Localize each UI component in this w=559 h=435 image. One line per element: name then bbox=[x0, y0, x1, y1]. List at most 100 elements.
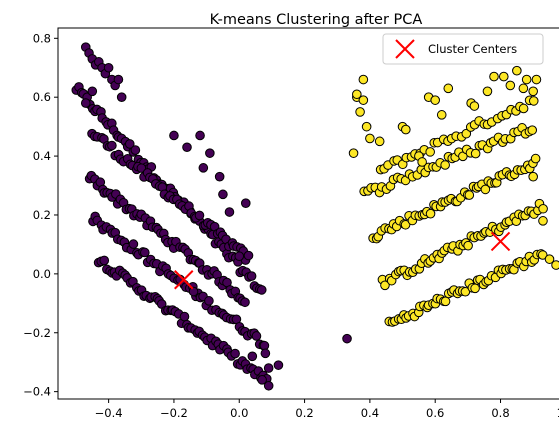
y-axis-ticks: −0.4 −0.2 0.0 0.2 0.4 0.6 0.8 bbox=[23, 31, 58, 399]
scatter-points bbox=[71, 42, 559, 391]
y-tick-label: 0.6 bbox=[33, 90, 51, 104]
data-point-cluster-0 bbox=[103, 62, 114, 73]
data-point-cluster-0 bbox=[179, 311, 190, 322]
data-point-cluster-1 bbox=[470, 283, 480, 294]
data-point-cluster-1 bbox=[498, 71, 509, 82]
data-point-cluster-1 bbox=[358, 95, 369, 105]
data-point-cluster-1 bbox=[365, 133, 375, 144]
data-point-cluster-1 bbox=[530, 153, 541, 164]
data-point-cluster-0 bbox=[182, 142, 192, 153]
plot-frame bbox=[57, 27, 559, 400]
y-tick-label: 0.4 bbox=[33, 149, 51, 163]
data-point-cluster-0 bbox=[99, 255, 110, 266]
data-point-cluster-1 bbox=[551, 260, 559, 270]
data-point-cluster-0 bbox=[194, 210, 205, 221]
data-point-cluster-0 bbox=[124, 139, 135, 149]
data-point-cluster-0 bbox=[107, 140, 117, 151]
cluster-centers bbox=[174, 231, 511, 290]
data-point-cluster-1 bbox=[505, 80, 516, 91]
data-point-cluster-1 bbox=[482, 86, 493, 97]
data-point-cluster-0 bbox=[251, 331, 262, 341]
data-point-cluster-1 bbox=[528, 86, 538, 97]
data-point-cluster-0 bbox=[260, 348, 271, 359]
data-point-cluster-1 bbox=[400, 219, 411, 230]
data-point-cluster-0 bbox=[259, 340, 270, 351]
data-point-cluster-1 bbox=[480, 184, 491, 195]
x-tick-label: 1.0 bbox=[557, 406, 559, 420]
data-point-cluster-0 bbox=[214, 171, 225, 182]
data-point-cluster-0 bbox=[240, 198, 251, 208]
data-point-cluster-1 bbox=[537, 250, 548, 260]
data-point-cluster-0 bbox=[234, 251, 245, 261]
data-point-cluster-0 bbox=[113, 74, 124, 85]
data-point-cluster-1 bbox=[425, 147, 435, 157]
data-point-cluster-1 bbox=[528, 96, 539, 106]
data-point-cluster-0 bbox=[247, 351, 258, 362]
legend: Cluster Centers bbox=[382, 33, 544, 65]
data-point-cluster-1 bbox=[528, 171, 538, 182]
x-tick-label: 0.8 bbox=[491, 406, 509, 420]
data-point-cluster-1 bbox=[538, 216, 548, 226]
legend-box bbox=[382, 33, 544, 65]
data-point-cluster-1 bbox=[440, 160, 450, 170]
x-tick-label: 0.4 bbox=[361, 406, 379, 420]
y-tick-label: 0.2 bbox=[33, 208, 51, 222]
data-point-cluster-1 bbox=[463, 240, 473, 251]
data-point-cluster-1 bbox=[361, 121, 372, 132]
data-point-cluster-1 bbox=[544, 254, 555, 264]
chart-title: K-means Clustering after PCA bbox=[210, 12, 423, 28]
data-point-cluster-0 bbox=[224, 207, 235, 217]
data-point-cluster-0 bbox=[243, 250, 254, 261]
data-point-cluster-1 bbox=[461, 128, 472, 139]
data-point-cluster-0 bbox=[198, 163, 209, 173]
data-point-cluster-1 bbox=[440, 296, 451, 307]
cluster-center-marker bbox=[174, 270, 194, 290]
data-point-cluster-1 bbox=[355, 107, 365, 117]
data-point-cluster-0 bbox=[80, 98, 91, 108]
data-point-cluster-0 bbox=[256, 285, 267, 295]
data-point-cluster-1 bbox=[358, 74, 369, 85]
data-point-cluster-0 bbox=[218, 189, 228, 200]
x-axis-ticks: −0.4 −0.2 0.0 0.2 0.4 0.6 0.8 1.0 bbox=[95, 399, 559, 420]
cluster-center-marker bbox=[490, 231, 511, 252]
data-point-outlier bbox=[273, 360, 284, 370]
x-tick-label: −0.2 bbox=[160, 406, 188, 420]
x-tick-label: −0.4 bbox=[95, 406, 123, 420]
data-point-cluster-1 bbox=[443, 83, 454, 94]
data-point-cluster-0 bbox=[257, 375, 267, 385]
x-tick-label: 0.0 bbox=[230, 406, 248, 420]
data-point-cluster-1 bbox=[489, 71, 499, 82]
y-tick-label: −0.4 bbox=[23, 385, 51, 399]
data-point-cluster-1 bbox=[512, 65, 522, 76]
data-point-cluster-0 bbox=[230, 348, 240, 359]
data-point-cluster-0 bbox=[263, 380, 274, 391]
data-point-cluster-0 bbox=[136, 163, 147, 173]
data-point-cluster-1 bbox=[436, 110, 447, 120]
data-point-cluster-0 bbox=[188, 286, 199, 297]
data-point-cluster-1 bbox=[417, 157, 427, 167]
x-tick-label: 0.6 bbox=[426, 406, 444, 420]
data-point-cluster-1 bbox=[469, 101, 480, 111]
data-point-cluster-0 bbox=[205, 148, 215, 158]
data-point-cluster-1 bbox=[518, 83, 529, 94]
y-tick-label: −0.2 bbox=[23, 326, 51, 340]
data-point-cluster-1 bbox=[348, 148, 359, 158]
y-tick-label: 0.0 bbox=[33, 267, 51, 281]
data-point-cluster-0 bbox=[87, 86, 98, 97]
data-point-cluster-1 bbox=[518, 103, 529, 114]
data-point-cluster-1 bbox=[470, 148, 481, 159]
data-point-cluster-1 bbox=[538, 203, 548, 214]
data-point-cluster-1 bbox=[531, 74, 542, 85]
y-tick-label: 0.8 bbox=[33, 31, 51, 45]
legend-label-cluster-centers: Cluster Centers bbox=[428, 42, 517, 56]
data-point-cluster-1 bbox=[521, 74, 532, 85]
data-point-outlier bbox=[342, 333, 352, 344]
data-point-cluster-0 bbox=[116, 92, 127, 102]
data-point-cluster-0 bbox=[204, 296, 214, 306]
data-point-cluster-1 bbox=[374, 136, 385, 147]
data-point-cluster-0 bbox=[140, 247, 150, 258]
data-point-cluster-1 bbox=[464, 190, 475, 200]
data-point-cluster-1 bbox=[430, 95, 441, 105]
data-point-cluster-0 bbox=[169, 130, 179, 141]
